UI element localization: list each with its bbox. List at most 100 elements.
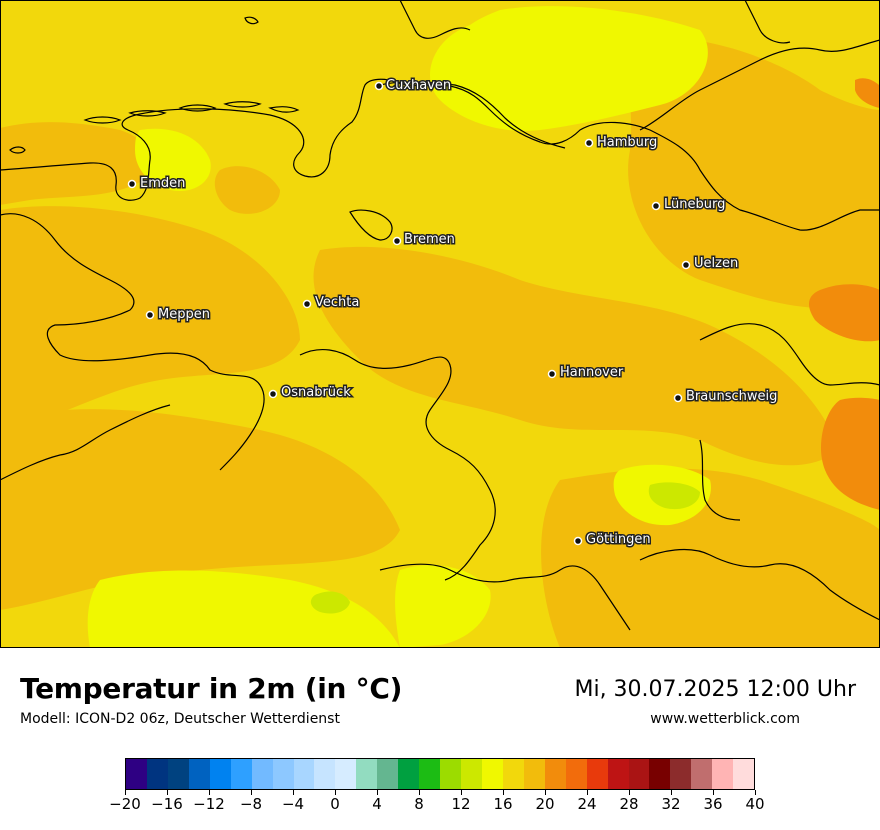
boundaries: [0, 0, 880, 631]
city-label: Osnabrück: [281, 385, 351, 400]
city-marker: [127, 179, 137, 189]
city-hannover: Hannover: [547, 364, 625, 382]
colorbar-tick-label: 20: [535, 795, 555, 813]
islands: [9, 16, 393, 241]
colorbar-segment: [586, 759, 608, 789]
colorbar-segment: [251, 759, 273, 789]
city-label: Meppen: [158, 307, 210, 322]
website-link[interactable]: www.wetterblick.com: [650, 711, 800, 727]
colorbar-segment: [649, 759, 671, 789]
colorbar-tick-label: −8: [239, 795, 263, 813]
colorbar-tick-label: 24: [577, 795, 597, 813]
city-emden: Emden: [127, 175, 187, 193]
city-bremen: Bremen: [392, 231, 456, 249]
city-marker: [547, 369, 557, 379]
colorbar-segment: [377, 759, 399, 789]
colorbar-segment: [209, 759, 231, 789]
colorbar-tick-label: 0: [330, 795, 340, 813]
warm-areas: [0, 38, 880, 648]
colorbar-segment: [481, 759, 503, 789]
colorbar-tick: [166, 790, 168, 795]
colorbar-tick-label: 16: [493, 795, 513, 813]
colorbar-segment: [272, 759, 294, 789]
city-label: Lüneburg: [664, 197, 725, 212]
cool-areas: [87, 6, 711, 648]
colorbar-segment: [565, 759, 587, 789]
colorbar-tick: [292, 790, 294, 795]
city-uelzen: Uelzen: [681, 255, 740, 273]
colorbar-tick: [754, 790, 756, 795]
map-title: Temperatur in 2m (in °C): [20, 672, 403, 705]
colorbar-segment: [628, 759, 650, 789]
colorbar-tick-label: 4: [372, 795, 382, 813]
colorbar-segment: [419, 759, 441, 789]
colorbar-tick-label: 32: [661, 795, 681, 813]
city-label: Uelzen: [694, 256, 738, 271]
temperature-colorbar: [125, 758, 755, 790]
colorbar-tick: [460, 790, 462, 795]
colorbar-tick: [670, 790, 672, 795]
coolest-areas: [310, 482, 700, 614]
colorbar-segment: [398, 759, 420, 789]
city-marker: [392, 236, 402, 246]
city-lueneburg: Lüneburg: [651, 196, 727, 214]
city-marker: [681, 260, 691, 270]
colorbar-segment: [335, 759, 357, 789]
map-canvas: Cuxhaven Hamburg Emden Lüneburg Bremen U…: [0, 0, 880, 648]
colorbar-tick-label: 8: [414, 795, 424, 813]
colorbar-segment: [523, 759, 545, 789]
city-hamburg: Hamburg: [584, 134, 659, 152]
city-label: Emden: [140, 176, 185, 191]
colorbar-tick-label: 12: [451, 795, 471, 813]
colorbar-segment: [126, 759, 147, 789]
colorbar-segment: [230, 759, 252, 789]
city-braunschweig: Braunschweig: [673, 388, 779, 406]
city-vechta: Vechta: [302, 294, 361, 312]
colorbar-segment: [188, 759, 210, 789]
colorbar-tick: [544, 790, 546, 795]
colorbar-tick: [208, 790, 210, 795]
colorbar-tick-label: −16: [151, 795, 183, 813]
city-marker: [584, 138, 594, 148]
city-goettingen: Göttingen: [573, 531, 652, 549]
colorbar-segment: [544, 759, 566, 789]
colorbar-segment: [607, 759, 629, 789]
colorbar-segment: [440, 759, 461, 789]
colorbar-segment: [461, 759, 482, 789]
city-label: Göttingen: [586, 532, 651, 547]
colorbar-tick-label: 40: [745, 795, 765, 813]
city-marker: [374, 81, 384, 91]
colorbar-tick: [124, 790, 126, 795]
colorbar-segment: [712, 759, 734, 789]
colorbar-tick-label: −20: [109, 795, 141, 813]
city-marker: [651, 201, 661, 211]
city-label: Hannover: [560, 365, 624, 380]
colorbar-segment: [691, 759, 713, 789]
city-marker: [268, 389, 278, 399]
cities: Cuxhaven Hamburg Emden Lüneburg Bremen U…: [127, 77, 779, 549]
colorbar-segment: [167, 759, 189, 789]
city-marker: [673, 393, 683, 403]
colorbar-segment: [146, 759, 168, 789]
city-meppen: Meppen: [145, 306, 211, 324]
city-label: Vechta: [315, 295, 359, 310]
model-source: Modell: ICON-D2 06z, Deutscher Wetterdie…: [20, 711, 340, 727]
colorbar-tick-label: 36: [703, 795, 723, 813]
colorbar-tick: [376, 790, 378, 795]
temperature-map: Cuxhaven Hamburg Emden Lüneburg Bremen U…: [0, 0, 880, 648]
colorbar-tick: [250, 790, 252, 795]
city-marker: [302, 299, 312, 309]
city-label: Bremen: [404, 232, 455, 247]
city-marker: [573, 536, 583, 546]
colorbar-segment: [293, 759, 315, 789]
colorbar-tick: [502, 790, 504, 795]
city-osnabrueck: Osnabrück: [268, 384, 353, 402]
city-marker: [145, 310, 155, 320]
city-label: Hamburg: [597, 135, 657, 150]
city-cuxhaven: Cuxhaven: [374, 77, 453, 95]
colorbar-tick: [712, 790, 714, 795]
colorbar-tick-label: −12: [193, 795, 225, 813]
colorbar-segment: [356, 759, 378, 789]
colorbar-tick: [418, 790, 420, 795]
colorbar-segment: [733, 759, 755, 789]
